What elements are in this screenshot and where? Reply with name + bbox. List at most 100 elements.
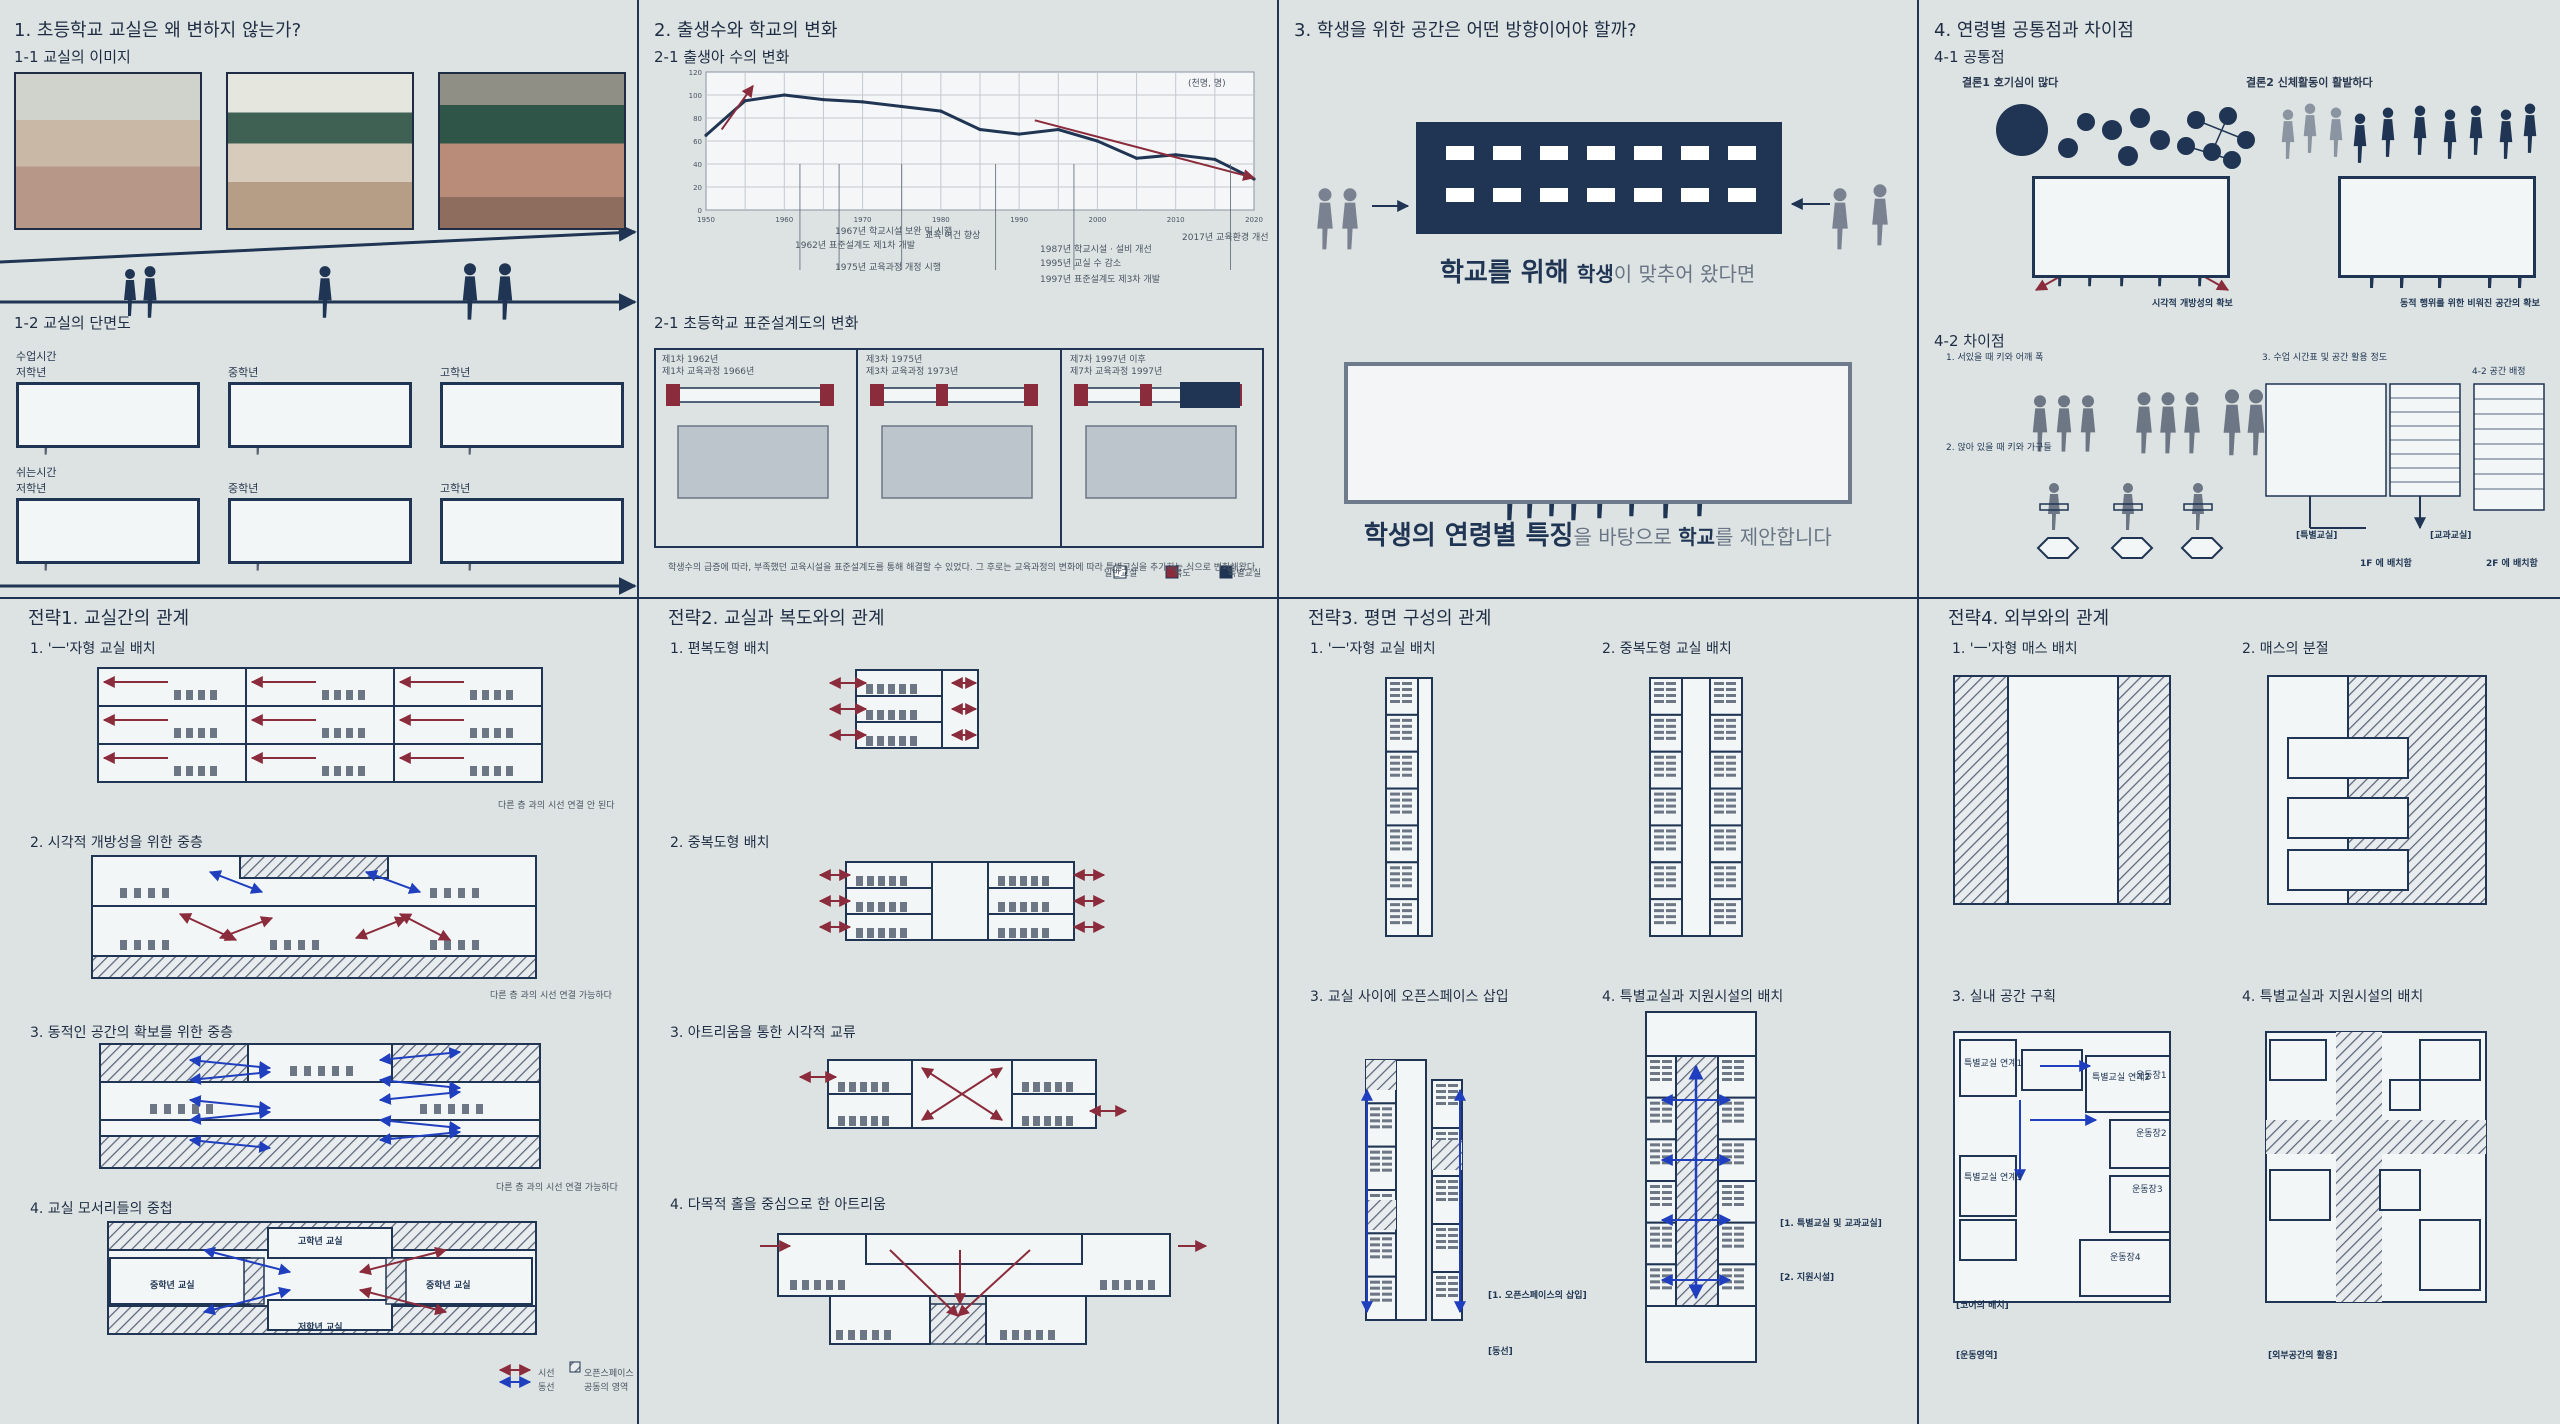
bubble-link xyxy=(2185,145,2233,161)
desk xyxy=(1650,1119,1660,1123)
room-label: [교과교실] xyxy=(2430,531,2472,541)
divider xyxy=(856,348,858,548)
room-rect xyxy=(393,743,543,783)
person-head xyxy=(1318,188,1332,202)
desk xyxy=(1666,866,1676,870)
desk xyxy=(1734,1274,1744,1278)
desk xyxy=(1436,1246,1446,1249)
desk xyxy=(462,1104,469,1114)
desk xyxy=(1662,1244,1672,1248)
desk xyxy=(134,888,141,898)
desk xyxy=(836,1330,843,1340)
desk xyxy=(346,690,353,700)
desk xyxy=(1662,1286,1672,1290)
desk xyxy=(1382,1237,1392,1241)
legend-common: 공동의 영역 xyxy=(584,1383,629,1393)
person-body xyxy=(497,276,513,320)
grade-label: 저학년 xyxy=(16,366,47,379)
desk xyxy=(1734,1280,1744,1284)
desk xyxy=(1124,1280,1131,1290)
desk xyxy=(1726,798,1736,802)
desk xyxy=(1370,1237,1380,1241)
desk xyxy=(1650,1149,1660,1153)
desk xyxy=(1650,1185,1660,1188)
desk xyxy=(470,728,477,738)
y-tick-label: 40 xyxy=(693,161,702,169)
desk xyxy=(1402,841,1412,845)
person-body xyxy=(2469,117,2483,155)
desk xyxy=(888,736,895,746)
room-label: [특별교실] xyxy=(2296,531,2338,541)
desk xyxy=(164,1104,171,1114)
desk xyxy=(1722,1244,1732,1248)
data-point xyxy=(821,98,826,102)
bubble-node xyxy=(2077,113,2095,131)
building-window xyxy=(1540,188,1568,202)
room-rect xyxy=(829,1295,931,1345)
desk xyxy=(1402,767,1412,771)
statement-bold: 학교를 위해 xyxy=(1440,258,1569,288)
desk xyxy=(1370,1168,1380,1172)
bubble-node xyxy=(2102,120,2122,140)
person-figure xyxy=(2080,395,2096,452)
desk xyxy=(882,1082,889,1092)
desk xyxy=(1662,1072,1672,1075)
desk xyxy=(1722,1143,1732,1147)
desk xyxy=(1650,1191,1660,1194)
desk xyxy=(1726,903,1736,907)
person-head xyxy=(319,266,331,278)
desk xyxy=(1734,1226,1744,1230)
statement-student: 학생 xyxy=(1576,262,1614,286)
desk xyxy=(1402,755,1412,759)
desk xyxy=(186,766,193,776)
room-label: 중학년 교실 xyxy=(150,1281,195,1291)
desk xyxy=(1390,798,1400,802)
section-diagram xyxy=(440,498,624,564)
desk xyxy=(1000,1330,1007,1340)
desk xyxy=(1714,761,1724,765)
desk xyxy=(1726,810,1736,814)
building-window xyxy=(1634,188,1662,202)
person-head xyxy=(2500,109,2512,121)
person-figure xyxy=(2184,392,2200,454)
desk xyxy=(1654,915,1664,919)
desk xyxy=(1666,847,1676,851)
desk xyxy=(1448,1090,1458,1093)
plan-stair xyxy=(1024,384,1038,406)
sight-arrow xyxy=(208,870,264,894)
desk xyxy=(1654,909,1664,913)
desk xyxy=(1662,1197,1672,1200)
desk xyxy=(1654,761,1664,765)
desk xyxy=(1436,1090,1446,1093)
legend-circulation: 동선 xyxy=(538,1383,555,1393)
legend-swatch xyxy=(1165,565,1179,579)
desk xyxy=(1666,682,1676,685)
room-name: 운동장2 xyxy=(2136,1128,2167,1139)
bubble-node xyxy=(2130,108,2150,128)
desk xyxy=(120,940,127,950)
desk xyxy=(482,766,489,776)
desk xyxy=(1734,1191,1744,1194)
desk xyxy=(866,736,873,746)
desk xyxy=(1714,724,1724,728)
room-rect xyxy=(2007,675,2119,905)
room-name: 운동장1 xyxy=(2136,1070,2167,1081)
diagram-note: [2. 지원시설] xyxy=(1780,1273,1835,1283)
desk xyxy=(1390,773,1400,777)
person-body xyxy=(2056,408,2072,452)
person-head xyxy=(2414,105,2426,117)
person-head xyxy=(2082,395,2094,408)
desk xyxy=(358,728,365,738)
x-tick-label: 2020 xyxy=(1245,216,1263,224)
building-window xyxy=(1587,146,1615,160)
room-name: 특별교실 연계2 xyxy=(2092,1071,2150,1083)
bubble-node xyxy=(2150,130,2170,150)
data-point xyxy=(1213,157,1217,161)
person-figure xyxy=(1832,188,1848,250)
building-window xyxy=(1587,188,1615,202)
desk xyxy=(1402,872,1412,876)
desk xyxy=(1066,1116,1073,1126)
section-diagram xyxy=(228,382,412,448)
desk xyxy=(120,888,127,898)
open-space xyxy=(91,955,537,979)
